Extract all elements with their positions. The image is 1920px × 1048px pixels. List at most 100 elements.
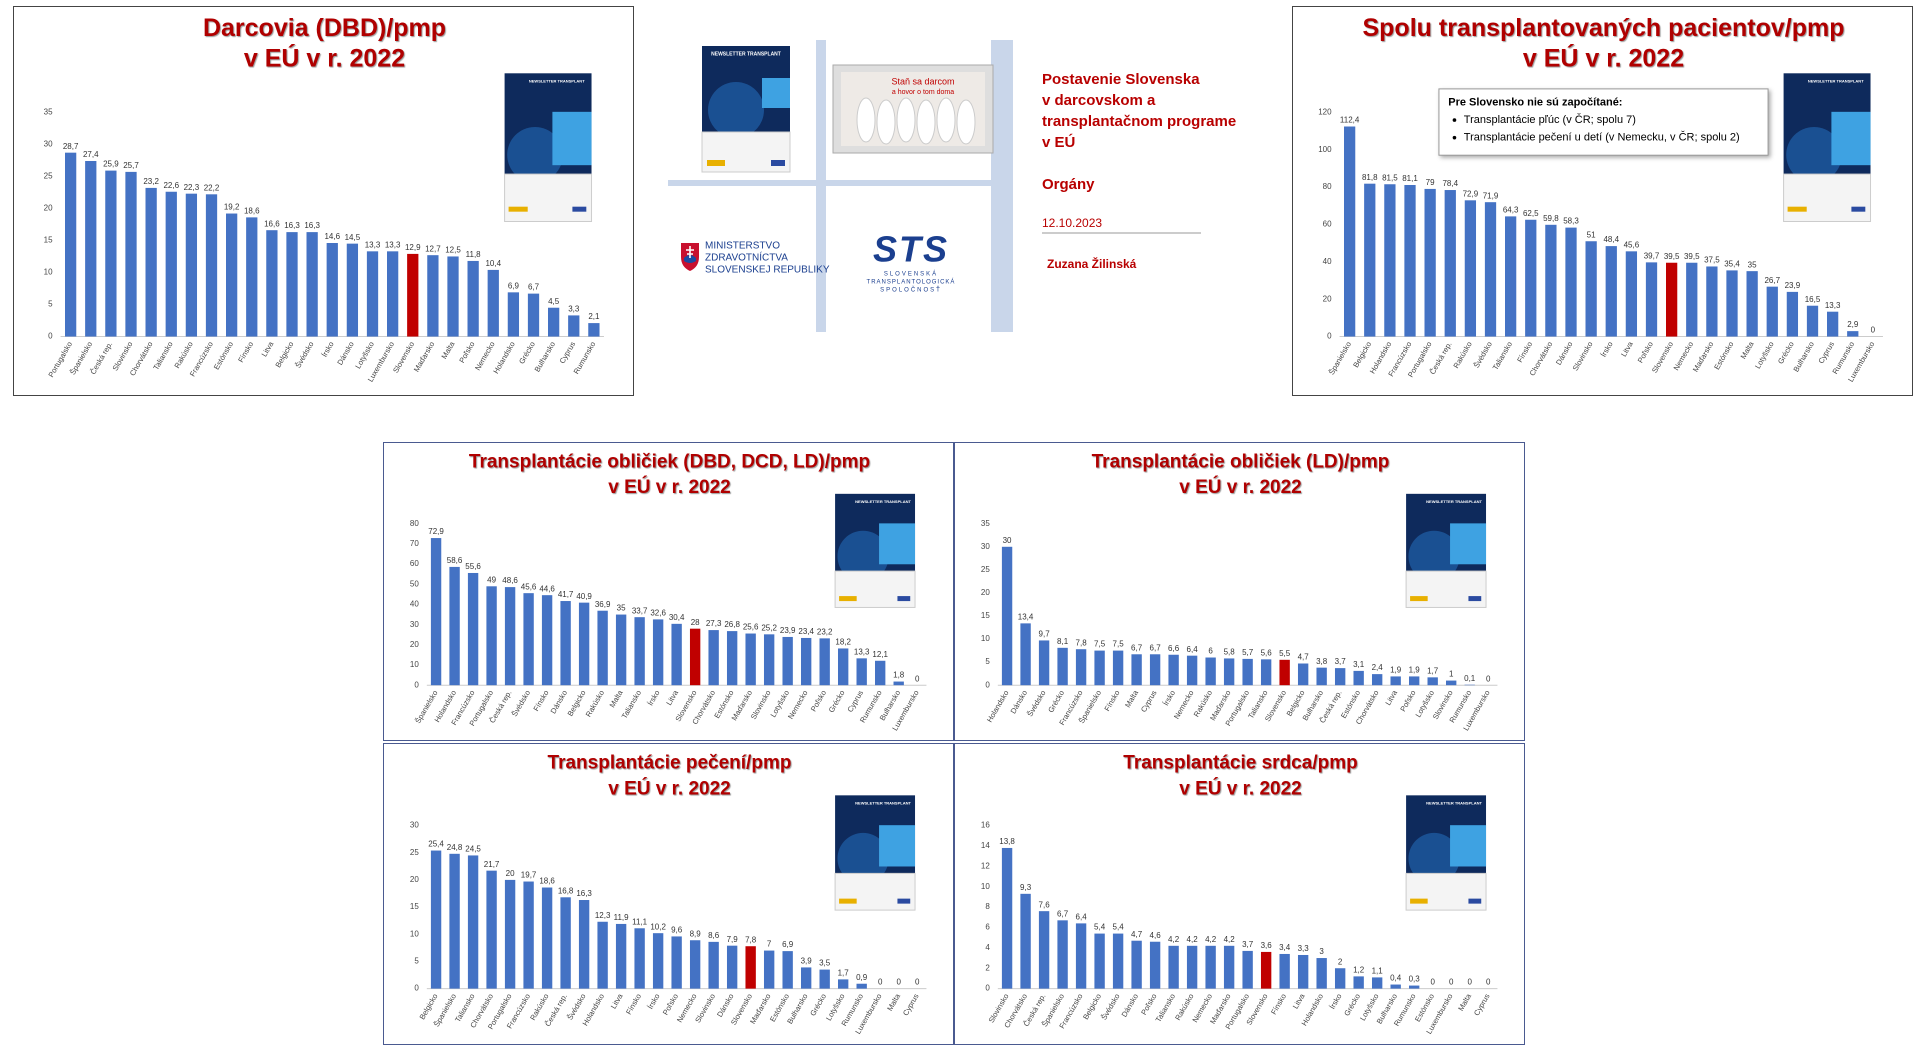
value-label: 1: [1449, 670, 1454, 679]
sts-mark: STS: [873, 229, 949, 270]
chart: Transplantácie obličiek (LD)/pmp v EÚ v r…: [981, 451, 1498, 732]
bar: [745, 946, 756, 989]
value-label: 5,5: [1279, 649, 1291, 658]
x-tick-label: Fínsko: [1103, 689, 1122, 713]
bar: [1297, 663, 1309, 686]
value-label: 35: [1748, 260, 1757, 269]
cover-logo: [897, 596, 911, 602]
value-label: 0: [878, 978, 883, 987]
value-label: 22,6: [163, 181, 179, 190]
chart-subtitle: v EÚ v r. 2022: [244, 42, 405, 72]
value-label: 12,7: [425, 244, 441, 253]
cover-box: [1450, 825, 1487, 867]
value-label: 8,9: [690, 929, 702, 938]
y-tick-label: 5: [48, 300, 53, 309]
bar: [1223, 658, 1235, 686]
note-item: Transplantácie pečení u detí (v Nemecku,…: [1464, 131, 1740, 144]
chart-subtitle: v EÚ v r. 2022: [608, 777, 731, 799]
value-label: 6,7: [1057, 909, 1069, 918]
value-label: 5,6: [1261, 648, 1273, 657]
value-label: 13,3: [854, 647, 870, 656]
chart-title: Transplantácie obličiek (LD)/pmp: [1092, 451, 1390, 472]
sts-text: SLOVENSKÁ: [884, 271, 938, 278]
bar: [346, 243, 359, 337]
value-label: 41,7: [558, 590, 574, 599]
bar: [1686, 262, 1698, 337]
x-tick-label: Litva: [1619, 339, 1635, 358]
heading: v darcovskom a: [1042, 92, 1156, 109]
x-tick-label: Estónsko: [212, 340, 235, 371]
bar: [246, 217, 258, 337]
bar: [1585, 241, 1597, 337]
photo-text: Staň sa darcom: [891, 76, 954, 86]
bar: [819, 638, 830, 686]
value-label: 0,3: [1409, 975, 1421, 984]
newsletter-cover: NEWSLETTER TRANSPLANT: [834, 795, 916, 911]
value-label: 0: [1486, 674, 1491, 683]
bar: [1424, 188, 1436, 337]
value-label: 12,5: [445, 246, 461, 255]
cover-box: [879, 523, 916, 565]
value-label: 13,3: [365, 240, 381, 249]
value-label: 0: [896, 978, 901, 987]
value-label: 19,2: [224, 203, 240, 212]
bar: [1279, 659, 1290, 686]
chart: Transplantácie obličiek (DBD, DCD, LD)/p…: [410, 451, 927, 732]
y-tick-label: 10: [410, 660, 419, 669]
value-label: 3,3: [568, 305, 580, 314]
value-label: 1,2: [1353, 965, 1365, 974]
chart: Transplantácie pečení/pmp v EÚ v r. 2022 N…: [410, 753, 927, 1036]
value-label: 0,9: [856, 973, 868, 982]
bar: [856, 658, 867, 686]
value-label: 6,4: [1076, 912, 1088, 921]
bar: [1446, 680, 1457, 686]
bar: [1766, 286, 1778, 337]
cover-title: NEWSLETTER TRANSPLANT: [855, 499, 911, 504]
bar: [449, 566, 460, 686]
bar: [1260, 951, 1272, 989]
value-label: 23,4: [798, 627, 814, 636]
y-tick-label: 20: [1323, 294, 1332, 303]
cover-globe: [837, 832, 889, 885]
value-label: 0: [1449, 978, 1454, 987]
bar: [504, 879, 516, 989]
x-tick-label: Cyprus: [1139, 688, 1159, 713]
y-tick-label: 100: [1318, 145, 1332, 154]
bar: [125, 171, 137, 337]
bar: [782, 636, 793, 686]
bar: [449, 853, 460, 989]
x-tick-label: Poľsko: [1636, 340, 1655, 364]
value-label: 3: [1319, 947, 1324, 956]
bar: [1186, 945, 1198, 989]
value-label: 6: [1208, 647, 1213, 656]
bar: [467, 572, 479, 686]
divider: [668, 180, 1013, 186]
note-title: Pre Slovensko nie sú započítané:: [1448, 96, 1622, 108]
bar: [427, 255, 439, 337]
heading: Postavenie Slovenska: [1042, 71, 1200, 88]
value-label: 79: [1426, 178, 1435, 187]
value-label: 0: [1430, 978, 1435, 987]
chart-title: Transplantácie pečení/pmp: [548, 753, 792, 774]
x-tick-label: Fínsko: [532, 689, 551, 713]
value-label: 7,5: [1113, 640, 1125, 649]
chart-subtitle: v EÚ v r. 2022: [1179, 476, 1302, 498]
x-tick-label: Grécko: [1342, 992, 1362, 1017]
y-tick-label: 60: [1323, 220, 1332, 229]
bar: [1726, 270, 1738, 337]
value-label: 13,3: [385, 240, 401, 249]
y-tick-label: 20: [981, 588, 990, 597]
bar: [1645, 262, 1658, 337]
value-label: 16,3: [284, 221, 300, 230]
author: Zuzana Žilinská: [1047, 256, 1137, 271]
value-label: 55,6: [465, 562, 481, 571]
value-label: 12,3: [595, 911, 611, 920]
y-tick-label: 14: [981, 841, 990, 850]
x-tick-label: Švédsko: [1472, 340, 1494, 369]
cover-footer: [1405, 872, 1487, 911]
y-tick-label: 10: [44, 268, 53, 277]
bar: [1168, 945, 1179, 989]
bar: [1279, 953, 1290, 989]
newsletter-cover: NEWSLETTER TRANSPLANT: [1405, 493, 1487, 608]
x-tick-label: Malta: [1739, 339, 1756, 360]
